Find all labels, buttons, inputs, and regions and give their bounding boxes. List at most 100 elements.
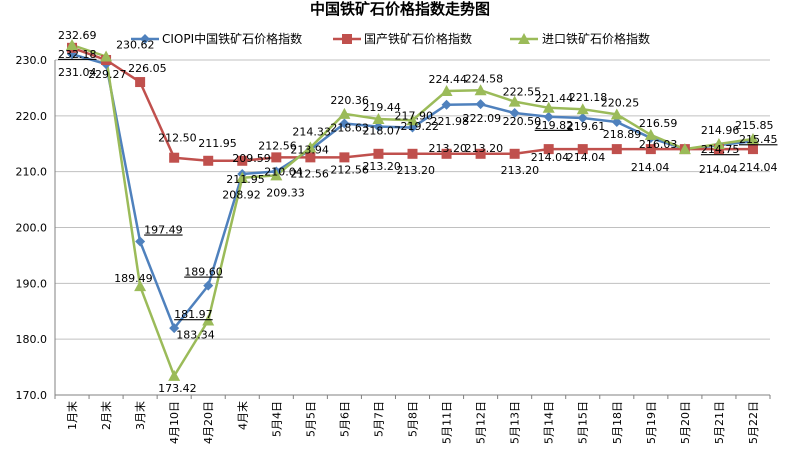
data-label: 189.60 [184,266,223,279]
point-marker [509,108,520,119]
x-tick-label: 5月13日 [509,401,522,444]
data-label: 222.09 [463,112,502,125]
data-label: 214.04 [567,151,606,164]
data-label: 218.07 [362,125,401,138]
data-label: 217.90 [395,110,434,123]
data-label: 222.55 [503,86,541,99]
point-marker [611,117,622,128]
point-marker [475,148,486,159]
data-label: 214.04 [631,161,670,174]
point-marker [474,84,487,96]
chart-title: 中国铁矿石价格指数走势图 [310,0,490,18]
data-label: 229.27 [88,68,127,81]
data-label: 221.98 [431,115,470,128]
data-labels: 232.69 232.18 231.04 230.62 229.27 226.05 197.… [58,29,777,395]
data-label: 213.20 [397,164,436,177]
data-label: 212.50 [158,132,197,145]
data-label: 209.33 [266,186,305,199]
point-marker [747,144,758,155]
legend-label-ciopi: CIOPI中国铁矿石价格指数 [162,31,302,46]
y-tick-label: 230.0 [16,54,48,67]
data-label: 213.20 [501,164,539,177]
point-marker [441,148,452,159]
data-label: 210.04 [264,165,303,178]
y-tick-label: 190.0 [16,277,48,290]
x-tick-label: 5月20日 [679,401,692,444]
data-label: 221.18 [569,91,608,104]
x-tick-label: 4月20日 [202,401,215,444]
x-tick-label: 5月6日 [338,401,351,437]
point-marker [542,101,555,113]
data-label: 183.34 [176,329,215,342]
data-label: 231.04 [58,66,97,79]
point-marker [678,143,691,155]
x-tick-label: 2月末 [99,401,113,430]
point-marker [440,85,453,97]
data-label: 214.04 [699,163,738,176]
point-marker [100,50,113,62]
point-marker [407,148,418,159]
data-label: 214.04 [531,151,570,164]
point-marker [305,152,316,163]
series-line-0 [71,52,754,330]
data-label: 216.03 [639,138,678,151]
data-label: 224.58 [465,72,504,85]
data-label: 213.20 [465,142,504,155]
data-label: 173.42 [158,382,197,395]
y-tick-label: 200.0 [16,222,48,235]
data-label: 218.89 [603,128,642,141]
point-marker [712,137,725,149]
data-label: 212.56 [290,167,329,180]
data-label: 219.22 [401,120,440,133]
legend: CIOPI中国铁矿石价格指数 国产铁矿石价格指数 进口铁矿石价格指数 [131,31,650,46]
data-label: 212.56 [258,139,297,152]
point-marker [577,113,588,124]
point-marker [475,99,486,110]
x-tick-label: 5月12日 [475,401,488,444]
data-label: 220.36 [330,94,369,107]
legend-item-ciopi: CIOPI中国铁矿石价格指数 [131,31,302,46]
x-tick-label: 5月14日 [543,401,556,444]
legend-marker-ciopi [140,34,150,44]
data-label: 232.18 [58,48,97,61]
point-marker [203,155,214,166]
point-marker [577,144,588,155]
x-tick-label: 3月末 [133,401,147,430]
point-marker [237,155,248,166]
data-label: 211.95 [198,137,237,150]
x-tick-label: 5月4日 [270,401,283,437]
y-tick-label: 170.0 [16,389,48,402]
y-tick-label: 180.0 [16,333,48,346]
x-tick-label: 5月5日 [304,401,317,437]
series-markers [66,38,759,381]
x-tick-label: 5月18日 [611,401,624,444]
x-tick-label: 4月末 [235,401,249,430]
point-marker [271,152,282,163]
x-tick-label: 4月10日 [168,401,181,444]
point-marker [713,144,724,155]
data-label: 214.33 [292,125,331,138]
point-marker [509,148,520,159]
x-tick-label: 5月7日 [372,401,385,437]
point-marker [339,118,350,129]
point-marker [135,77,146,88]
legend-marker-domestic [342,34,352,44]
point-marker [576,103,589,115]
x-tick-label: 5月21日 [713,401,726,444]
legend-marker-import [518,33,530,44]
point-marker [203,280,214,291]
data-label: 212.56 [330,163,369,176]
data-label: 226.05 [128,62,167,75]
x-tick-label: 1月末 [65,401,79,430]
data-label: 211.95 [226,173,265,186]
x-tick-label: 5月19日 [645,401,658,444]
data-label: 219.44 [362,101,401,114]
point-marker [441,99,452,110]
data-label: 215.45 [739,133,778,146]
data-label: 213.94 [290,144,329,157]
point-marker [543,111,554,122]
data-label: 209.59 [232,152,271,165]
legend-label-domestic: 国产铁矿石价格指数 [364,31,472,46]
point-marker [168,369,181,381]
